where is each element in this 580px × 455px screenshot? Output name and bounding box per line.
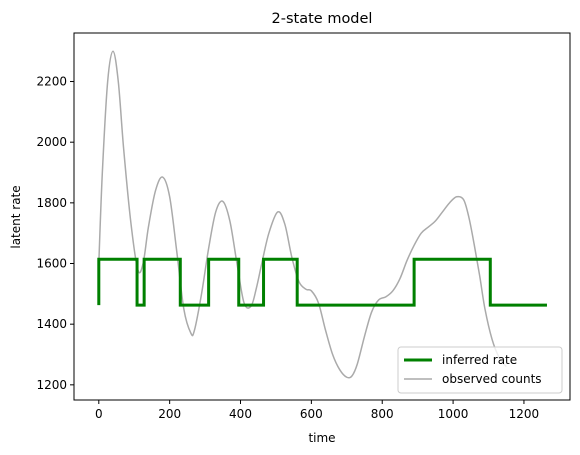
y-axis-label: latent rate [9,185,23,248]
x-tick-label: 800 [371,407,394,421]
y-axis: 1200 1400 1600 1800 2000 2200 [36,75,74,392]
y-tick-label: 1800 [36,196,67,210]
plot-frame [73,32,571,401]
x-tick-label: 200 [158,407,181,421]
x-axis-label: time [308,431,335,445]
y-tick-label: 2200 [36,75,67,89]
x-tick-label: 1200 [509,407,540,421]
y-tick-label: 2000 [36,135,67,149]
x-tick-label: 1000 [438,407,469,421]
legend-label: inferred rate [442,353,517,367]
x-tick-label: 0 [95,407,103,421]
x-axis: 0 200 400 600 800 1000 1200 [95,400,539,421]
series-line-inferred-rate [97,257,547,307]
legend: inferred rate observed counts [397,346,563,394]
y-tick-label: 1600 [36,257,67,271]
y-tick-label: 1400 [36,317,67,331]
x-tick-label: 400 [229,407,252,421]
y-tick-label: 1200 [36,378,67,392]
plot-area [97,50,547,379]
x-tick-label: 600 [300,407,323,421]
chart-title: 2-state model [272,11,373,27]
series-line-observed-counts [98,50,507,379]
legend-label: observed counts [442,372,542,386]
legend-box [397,346,563,394]
